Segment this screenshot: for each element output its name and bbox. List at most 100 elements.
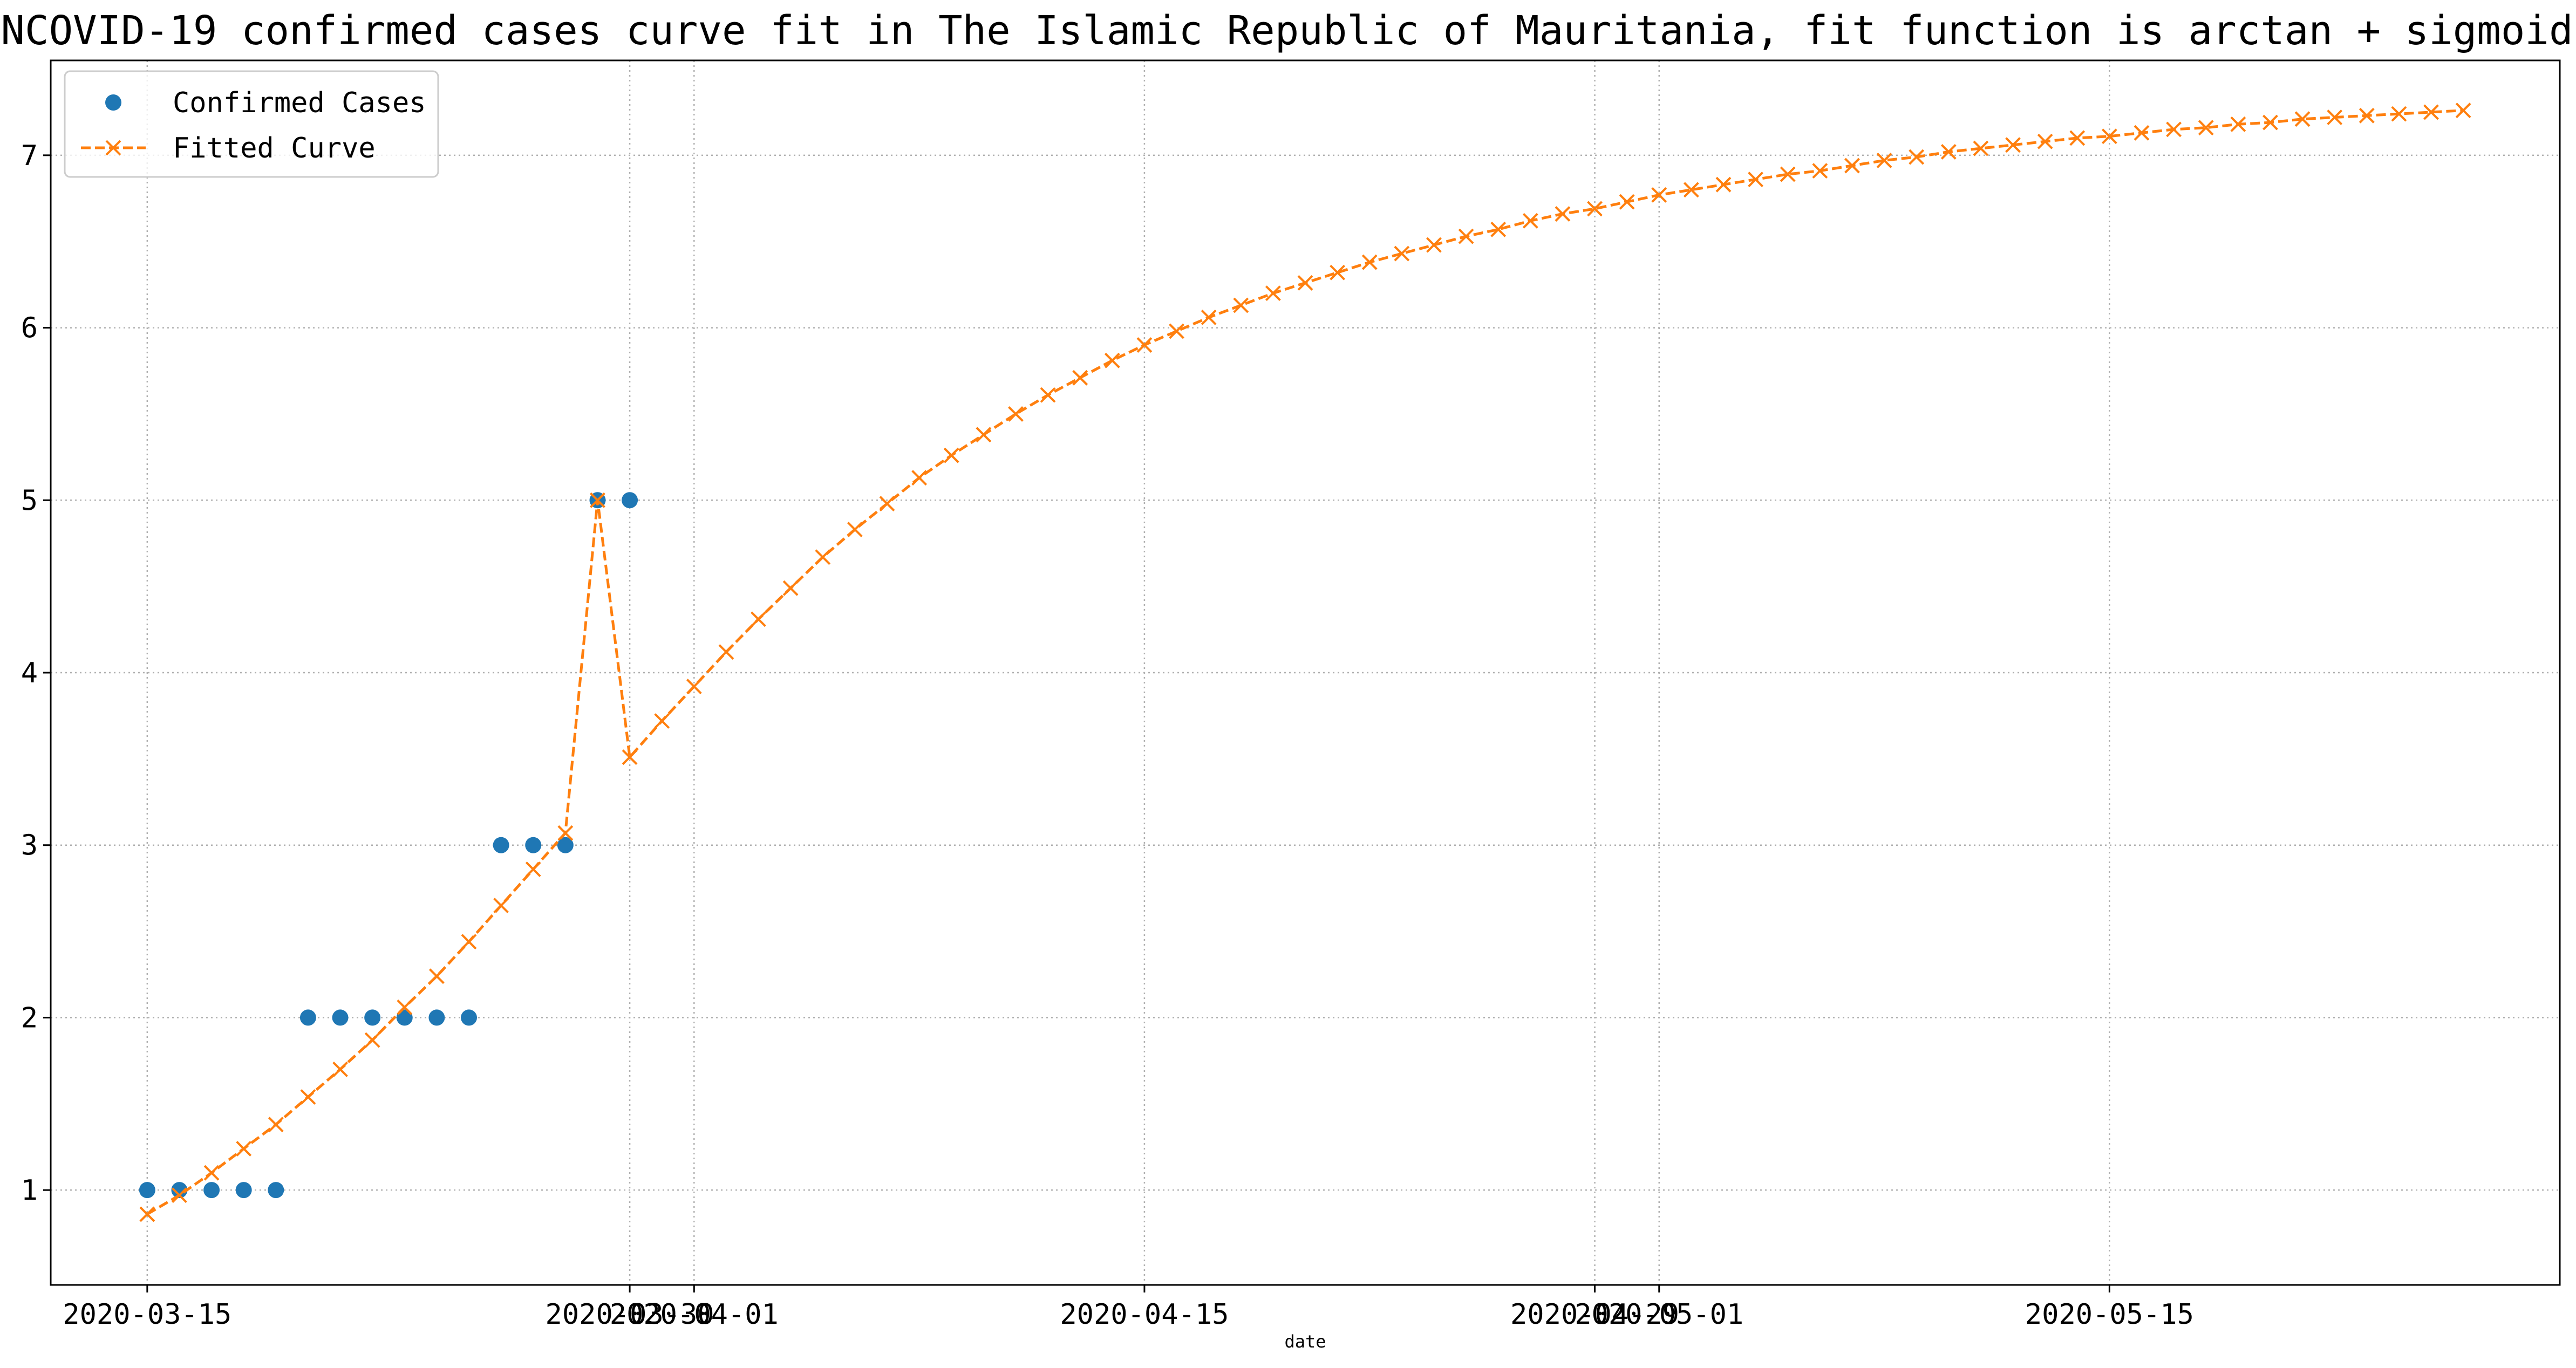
- fitted-curve-marker: [1812, 163, 1828, 179]
- fitted-curve-marker: [1136, 337, 1153, 353]
- fitted-curve-marker: [1233, 297, 1249, 313]
- legend: Confirmed Cases Fitted Curve: [64, 70, 439, 178]
- fitted-curve-marker: [1555, 206, 1571, 222]
- confirmed-case-point: [268, 1182, 284, 1199]
- x-tick-label: 2020-04-01: [610, 1298, 779, 1331]
- fitted-curve-marker: [268, 1117, 284, 1133]
- y-tick-label: 3: [21, 830, 38, 862]
- fitted-curve-marker: [2037, 133, 2053, 149]
- fitted-curve-marker: [2005, 137, 2021, 153]
- y-tick-label: 4: [21, 657, 38, 689]
- fitted-curve-marker: [1748, 172, 1764, 188]
- fitted-curve-marker: [1940, 144, 1957, 160]
- fitted-curve-marker: [590, 492, 605, 508]
- y-tick-label: 6: [21, 312, 38, 345]
- chart-title: NCOVID-19 confirmed cases curve fit in T…: [1, 8, 2573, 54]
- legend-marker-confirmed-cases: [105, 94, 121, 111]
- fitted-curve-marker: [2101, 128, 2117, 145]
- fitted-curve-marker: [1683, 182, 1699, 198]
- fitted-curve-marker: [2069, 130, 2086, 146]
- fitted-curve-marker: [428, 968, 445, 984]
- fitted-curve-marker: [686, 679, 702, 694]
- y-tick-label: 2: [21, 1002, 38, 1034]
- fitted-curve-marker: [2455, 102, 2471, 119]
- confirmed-case-point: [557, 837, 574, 853]
- fitted-curve-marker: [1169, 323, 1184, 339]
- fitted-curve-marker: [236, 1141, 252, 1157]
- fitted-curve-marker: [1844, 158, 1860, 174]
- confirmed-case-point: [461, 1009, 477, 1026]
- fitted-curve-marker: [1330, 264, 1346, 281]
- fitted-curve-marker: [1522, 213, 1538, 229]
- fitted-curve-marker: [911, 470, 928, 486]
- fitted-curve-marker: [1909, 149, 1925, 165]
- fitted-curve-marker: [943, 447, 959, 463]
- y-tick-label: 5: [21, 484, 38, 517]
- fitted-curve-marker: [2166, 121, 2182, 138]
- fitted-curve-marker: [1490, 221, 1507, 237]
- fitted-curve-marker: [847, 522, 863, 538]
- y-tick-label: 1: [21, 1174, 38, 1207]
- fitted-curve-marker: [2391, 106, 2407, 122]
- fitted-curve-marker: [1651, 187, 1667, 203]
- legend-box: [64, 70, 439, 178]
- fitted-curve-marker: [879, 496, 895, 512]
- fitted-curve-marker: [622, 749, 638, 765]
- fitted-curve-marker: [2134, 125, 2150, 141]
- confirmed-case-point: [139, 1182, 155, 1199]
- fitted-curve-marker: [332, 1061, 348, 1077]
- fitted-curve-marker: [751, 611, 766, 627]
- x-tick-label: 2020-03-30: [546, 1298, 714, 1331]
- grid: [51, 60, 2560, 1285]
- fitted-curve-marker: [493, 898, 509, 914]
- confirmed-case-point: [364, 1009, 381, 1026]
- fitted-curve-marker: [1394, 245, 1410, 262]
- x-axis-label: date: [1284, 1331, 1326, 1352]
- fitted-curve-marker: [2423, 104, 2439, 120]
- y-axis: 1 2 3 4 5 6 7: [21, 140, 51, 1207]
- fitted-curve-marker: [1458, 228, 1474, 244]
- fitted-curve-marker: [1201, 309, 1217, 325]
- fitted-curve-marker: [461, 934, 477, 950]
- fitted-curve-marker: [203, 1165, 220, 1181]
- fitted-curve-marker: [1361, 254, 1378, 270]
- fitted-curve-marker: [2359, 107, 2375, 124]
- confirmed-case-point: [525, 837, 542, 853]
- fitted-curve-marker: [1104, 352, 1120, 368]
- fitted-curve-marker: [1876, 153, 1892, 168]
- x-tick-label: 2020-04-29: [1510, 1298, 1679, 1331]
- fitted-curve-marker: [976, 427, 992, 443]
- fitted-curve-marker: [1587, 201, 1603, 217]
- confirmed-case-point: [332, 1009, 349, 1026]
- fitted-curve-marker: [1072, 370, 1088, 386]
- fitted-curve-marker: [1780, 166, 1796, 182]
- confirmed-case-point: [396, 1009, 413, 1026]
- fitted-curve-marker: [1297, 275, 1313, 291]
- fitted-curve-marker: [1008, 406, 1024, 422]
- fitted-curve-marker: [300, 1089, 316, 1105]
- fitted-curve-marker: [2294, 111, 2311, 127]
- fitted-curve-marker: [1426, 237, 1442, 253]
- plot-series: [139, 102, 2471, 1222]
- fitted-curve-marker: [364, 1032, 380, 1048]
- fitted-curve-marker: [1265, 285, 1281, 302]
- confirmed-case-point: [299, 1009, 316, 1026]
- fitted-curve-marker: [139, 1206, 155, 1222]
- fitted-curve-marker: [654, 713, 670, 729]
- fitted-curve-marker: [1619, 194, 1635, 210]
- confirmed-case-point: [203, 1182, 220, 1199]
- fitted-curve-marker: [1973, 140, 1989, 156]
- confirmed-case-point: [493, 837, 509, 853]
- x-tick-label: 2020-05-15: [2025, 1298, 2194, 1331]
- fitted-curve-marker: [2198, 120, 2214, 136]
- confirmed-case-point: [622, 492, 638, 509]
- fitted-curve-marker: [2327, 110, 2343, 125]
- fitted-curve-marker: [397, 999, 413, 1015]
- legend-label: Confirmed Cases: [173, 87, 426, 119]
- fitted-curve-marker: [2230, 116, 2246, 132]
- confirmed-case-point: [428, 1009, 445, 1026]
- fitted-curve-marker: [1040, 387, 1056, 403]
